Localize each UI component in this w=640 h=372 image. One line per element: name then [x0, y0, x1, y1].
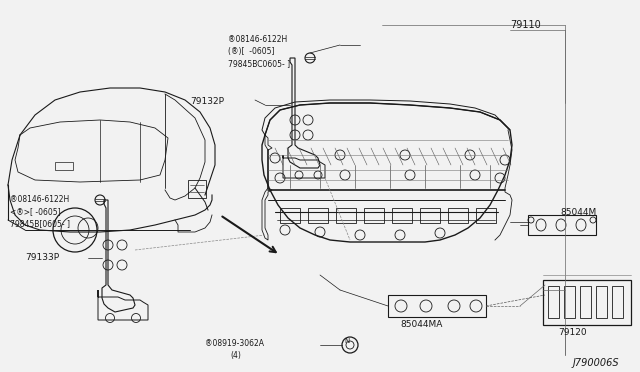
Bar: [188, 180, 206, 198]
Text: 79845B[0605- ]: 79845B[0605- ]: [10, 219, 70, 228]
Text: 79120: 79120: [558, 328, 587, 337]
Bar: [528, 215, 596, 235]
Text: 79845BC0605- ]: 79845BC0605- ]: [228, 59, 290, 68]
Bar: [392, 208, 412, 223]
Bar: [448, 208, 468, 223]
Text: 85044M: 85044M: [560, 208, 596, 217]
Text: 79132P: 79132P: [190, 97, 224, 106]
Bar: [596, 286, 607, 318]
Bar: [336, 208, 356, 223]
Text: (®)[  -0605]: (®)[ -0605]: [228, 47, 275, 56]
Text: ®08146-6122H: ®08146-6122H: [228, 35, 287, 44]
Bar: [548, 286, 559, 318]
Text: ®08919-3062A: ®08919-3062A: [205, 339, 264, 348]
Text: J790006S: J790006S: [573, 358, 620, 368]
Bar: [280, 208, 300, 223]
Bar: [388, 295, 486, 317]
Text: 79110: 79110: [510, 20, 541, 30]
Text: ®08146-6122H: ®08146-6122H: [10, 195, 69, 204]
Bar: [612, 286, 623, 318]
Bar: [420, 208, 440, 223]
Text: <®>[ -0605]: <®>[ -0605]: [10, 207, 61, 216]
Bar: [364, 208, 384, 223]
Bar: [564, 286, 575, 318]
Bar: [476, 208, 496, 223]
Bar: [543, 280, 631, 325]
Text: (4): (4): [230, 351, 241, 360]
Bar: [55, 162, 73, 170]
Text: 85044MA: 85044MA: [400, 320, 442, 329]
Text: N: N: [344, 338, 349, 344]
Bar: [580, 286, 591, 318]
Bar: [308, 208, 328, 223]
Text: 79133P: 79133P: [25, 253, 59, 262]
